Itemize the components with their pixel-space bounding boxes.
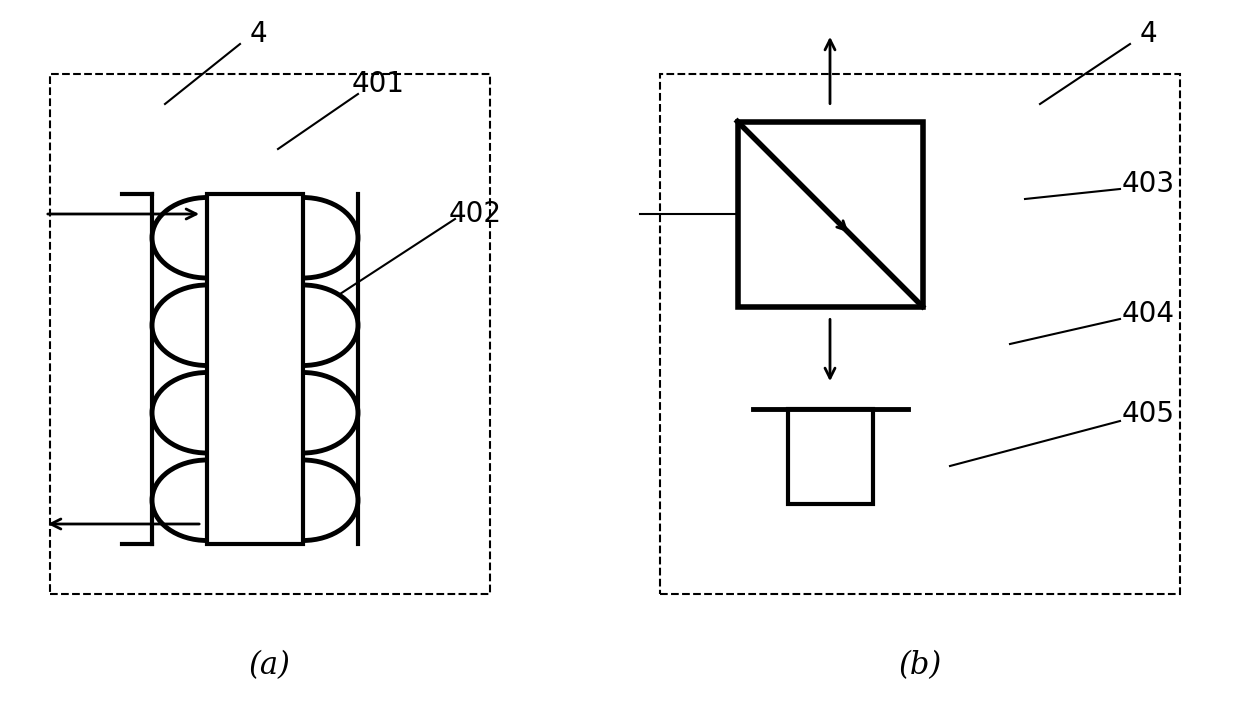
Bar xyxy=(50,74,490,594)
Text: 404: 404 xyxy=(1121,300,1174,328)
Text: 403: 403 xyxy=(1121,170,1174,198)
Text: 402: 402 xyxy=(449,200,501,228)
Bar xyxy=(207,194,303,544)
Text: 401: 401 xyxy=(351,70,404,98)
Text: 4: 4 xyxy=(1140,20,1157,48)
Bar xyxy=(660,74,1180,594)
Bar xyxy=(787,409,873,504)
Text: 4: 4 xyxy=(249,20,267,48)
Text: (a): (a) xyxy=(249,650,291,681)
Text: 405: 405 xyxy=(1121,400,1174,428)
Bar xyxy=(738,122,923,306)
Text: (b): (b) xyxy=(898,650,941,681)
